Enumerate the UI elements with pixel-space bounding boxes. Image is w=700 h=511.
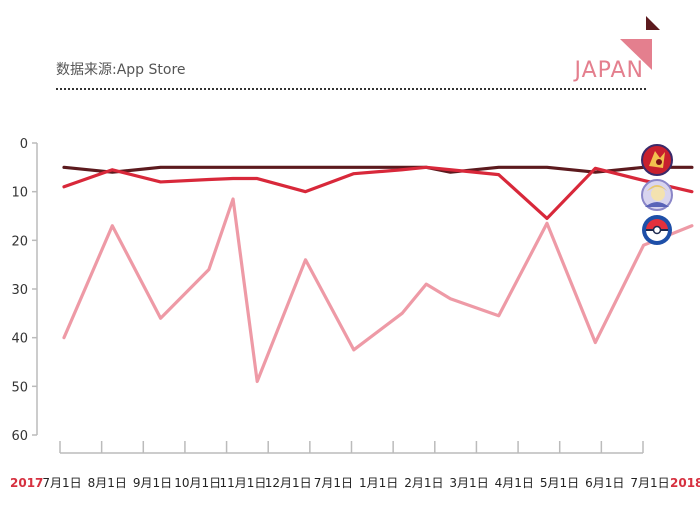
x-tick-label: 7月1日: [314, 476, 353, 490]
corner-triangle-dark: [646, 16, 660, 30]
x-tick-label: 1月1日: [359, 476, 398, 490]
y-tick-label: 0: [20, 137, 28, 152]
y-tick-label: 20: [11, 234, 28, 249]
x-tick-label: 6月1日: [585, 476, 624, 490]
corner-triangle-pink: [620, 39, 652, 70]
fate-grand-order-icon: [641, 179, 673, 211]
y-tick-label: 60: [11, 429, 28, 444]
x-tick-label: 12月1日: [265, 476, 312, 490]
x-tick-label: 4月1日: [495, 476, 534, 490]
x-tick-label: 11月1日: [219, 476, 266, 490]
chart-axes: 0 10 20 30 40 50 60: [11, 137, 644, 454]
x-tick-label: 8月1日: [88, 476, 127, 490]
y-tick-label: 30: [11, 283, 28, 298]
x-tick-label: 7月1日: [42, 476, 81, 490]
fire-emblem-icon: [641, 144, 673, 176]
y-tick-label: 10: [11, 186, 28, 201]
series-line-pokemon-go: [62, 197, 694, 384]
legend-icons: [641, 144, 673, 245]
x-tick-label: 10月1日: [174, 476, 221, 490]
series-layer: [62, 165, 694, 384]
y-tick-label: 40: [11, 332, 28, 347]
x-start-year-label: 2017: [10, 476, 43, 490]
x-tick-label: 5月1日: [540, 476, 579, 490]
x-end-year-label: 2018: [670, 476, 700, 490]
x-tick-label: 3月1日: [449, 476, 488, 490]
y-tick-label: 50: [11, 380, 28, 395]
series-line-fire-emblem: [62, 165, 694, 174]
data-source-label: 数据来源:App Store: [56, 62, 186, 78]
series-line-fate-grand-order: [62, 165, 694, 221]
x-tick-label: 7月1日: [630, 476, 669, 490]
header-divider: [56, 88, 646, 90]
x-tick-label: 2月1日: [404, 476, 443, 490]
region-label: JAPAN: [574, 58, 644, 83]
pokemon-go-icon: [642, 215, 672, 245]
x-tick-label: 9月1日: [133, 476, 172, 490]
